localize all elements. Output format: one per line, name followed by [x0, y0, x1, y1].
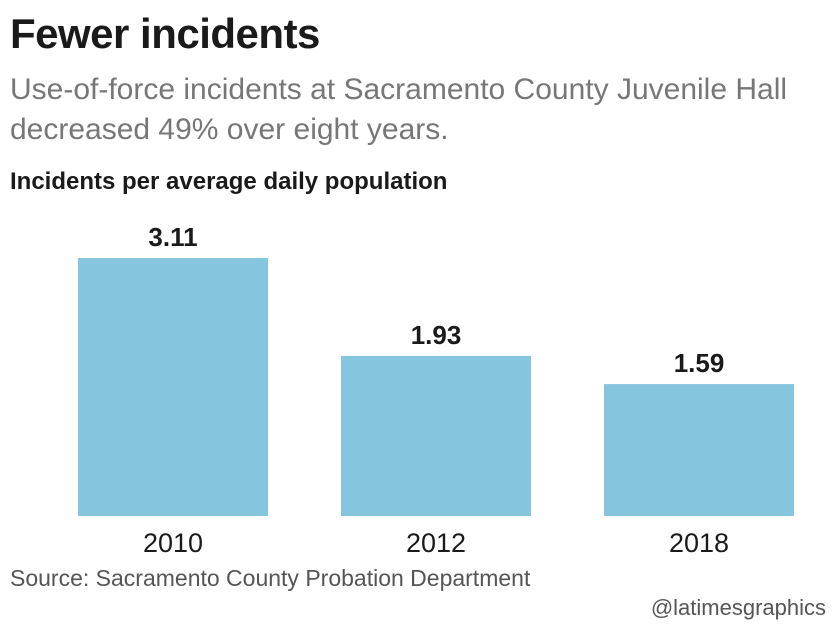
value-label-2010: 3.11 [148, 222, 197, 252]
bar-2018 [604, 384, 794, 516]
x-tick-label-2010: 2010 [143, 528, 203, 558]
source-note: Source: Sacramento County Probation Depa… [10, 565, 531, 591]
credit-label: @latimesgraphics [650, 595, 826, 620]
y-axis-label: Incidents per average daily population [10, 168, 448, 195]
bar-2012 [341, 355, 531, 516]
x-tick-label-2018: 2018 [669, 528, 729, 558]
chart-title: Fewer incidents [10, 10, 320, 57]
chart-subtitle: Use-of-force incidents at Sacramento Cou… [10, 73, 788, 146]
x-tick-label-2012: 2012 [406, 528, 466, 558]
value-label-2018: 1.59 [674, 348, 725, 378]
bar-2010 [78, 258, 268, 516]
value-label-2012: 1.93 [411, 320, 462, 350]
